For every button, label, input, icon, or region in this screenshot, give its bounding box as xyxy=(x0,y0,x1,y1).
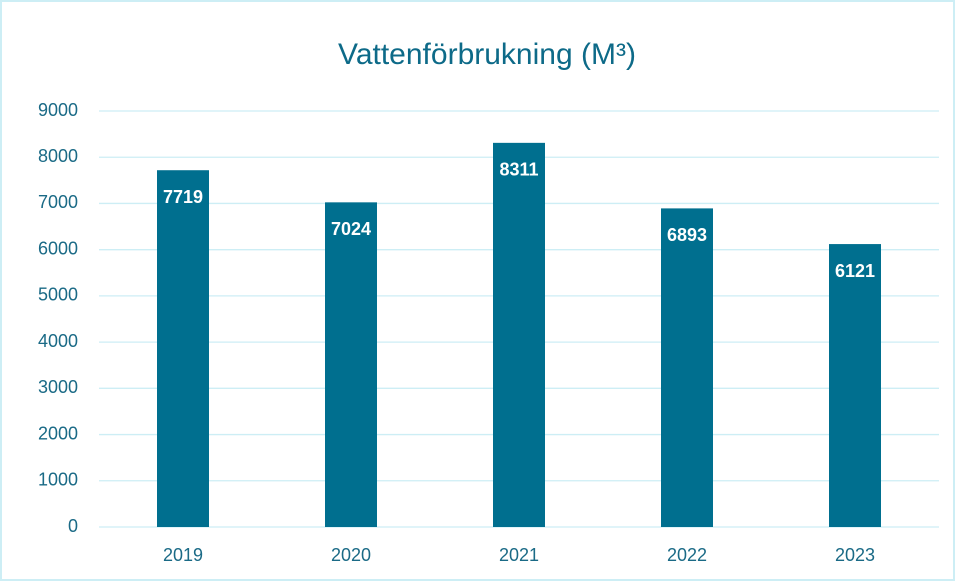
bar xyxy=(493,142,545,527)
x-tick-label: 2022 xyxy=(667,545,707,565)
y-tick-label: 9000 xyxy=(38,100,78,120)
y-tick-label: 6000 xyxy=(38,238,78,258)
bar xyxy=(157,170,209,527)
value-label: 7024 xyxy=(331,219,371,239)
bar xyxy=(661,208,713,527)
value-label: 8311 xyxy=(499,160,538,180)
x-tick-label: 2020 xyxy=(331,545,371,565)
x-tick-label: 2023 xyxy=(835,545,875,565)
value-label: 7719 xyxy=(163,187,203,207)
y-tick-label: 0 xyxy=(68,516,78,536)
bar xyxy=(325,202,377,527)
y-tick-label: 5000 xyxy=(38,285,78,305)
bar xyxy=(829,244,881,527)
y-tick-label: 8000 xyxy=(38,146,78,166)
y-tick-label: 7000 xyxy=(38,192,78,212)
value-label: 6121 xyxy=(835,261,875,281)
chart-title: Vattenförbrukning (M³) xyxy=(338,38,636,71)
y-tick-label: 1000 xyxy=(38,470,78,490)
y-tick-label: 3000 xyxy=(38,377,78,397)
y-tick-label: 4000 xyxy=(38,331,78,351)
x-tick-label: 2019 xyxy=(163,545,203,565)
y-tick-label: 2000 xyxy=(38,423,78,443)
x-tick-label: 2021 xyxy=(499,545,539,565)
value-label: 6893 xyxy=(667,225,707,245)
